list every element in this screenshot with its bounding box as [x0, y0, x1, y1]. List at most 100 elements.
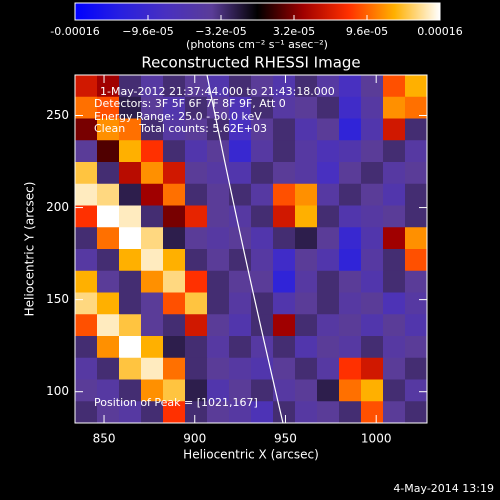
heat-cell — [361, 401, 384, 423]
heat-cell — [317, 75, 340, 98]
heat-cell — [273, 292, 296, 315]
heat-cell — [119, 75, 142, 98]
heat-cell — [405, 379, 427, 402]
heat-cell — [75, 96, 98, 119]
heat-cell — [97, 75, 120, 98]
heat-cell — [361, 357, 384, 380]
heat-cell — [207, 183, 230, 206]
timestamp: 4-May-2014 13:19 — [393, 482, 494, 495]
heat-cell — [163, 140, 186, 163]
heat-cell — [273, 140, 296, 163]
heat-cell — [185, 401, 208, 423]
heat-cell — [361, 270, 384, 293]
heat-cell — [97, 118, 120, 141]
heat-cell — [119, 270, 142, 293]
heat-cell — [163, 205, 186, 228]
heat-cell — [229, 227, 252, 250]
heat-cell — [119, 292, 142, 315]
heat-cell — [185, 118, 208, 141]
y-tick-label: 250 — [46, 108, 69, 122]
heat-cell — [339, 205, 362, 228]
heat-cell — [163, 336, 186, 359]
annotation: Detectors: 3F 5F 6F 7F 8F 9F, Att 0 — [94, 97, 286, 110]
heat-cell — [119, 401, 142, 423]
heat-cell — [119, 183, 142, 206]
heat-cell — [361, 205, 384, 228]
heat-cell — [97, 357, 120, 380]
heat-cell — [119, 205, 142, 228]
heat-cell — [383, 118, 406, 141]
heat-cell — [339, 162, 362, 185]
heat-cell — [97, 96, 120, 119]
heat-cell — [339, 357, 362, 380]
heat-cell — [229, 357, 252, 380]
heat-cell — [97, 401, 120, 423]
heat-cell — [185, 292, 208, 315]
heat-cell — [119, 96, 142, 119]
heat-cell — [185, 249, 208, 272]
heat-cell — [317, 162, 340, 185]
heat-cell — [75, 140, 98, 163]
heat-cell — [317, 140, 340, 163]
heat-cell — [339, 314, 362, 337]
heat-cell — [207, 336, 230, 359]
heat-cell — [295, 336, 318, 359]
heat-cell — [119, 249, 142, 272]
heat-cell — [361, 336, 384, 359]
heat-cell — [251, 183, 274, 206]
colorbar-tick-label: 9.6e-05 — [346, 25, 388, 38]
heat-cell — [207, 401, 230, 423]
heat-cell — [75, 75, 98, 98]
heat-cell — [251, 336, 274, 359]
heat-cell — [273, 75, 296, 98]
heat-cell — [185, 162, 208, 185]
heat-cell — [383, 183, 406, 206]
heat-cell — [405, 292, 427, 315]
colorbar-frame — [74, 2, 441, 21]
heat-cell — [251, 314, 274, 337]
heat-cell — [141, 314, 164, 337]
heat-cell — [229, 270, 252, 293]
heat-cell — [75, 314, 98, 337]
heat-cell — [295, 183, 318, 206]
heat-cell — [75, 401, 98, 423]
heat-cell — [207, 292, 230, 315]
heat-cell — [383, 336, 406, 359]
heat-cell — [185, 227, 208, 250]
heat-cell — [97, 162, 120, 185]
y-tick-label: 200 — [46, 200, 69, 214]
heat-cell — [229, 314, 252, 337]
heat-cell — [141, 205, 164, 228]
heat-cell — [251, 249, 274, 272]
heat-cell — [163, 118, 186, 141]
heat-cell — [339, 227, 362, 250]
heat-cell — [339, 75, 362, 98]
heat-cell — [119, 140, 142, 163]
heat-cell — [361, 140, 384, 163]
x-tick-label: 1000 — [361, 432, 392, 446]
heat-cell — [405, 314, 427, 337]
heat-cell — [141, 227, 164, 250]
heat-cell — [295, 162, 318, 185]
heat-cell — [141, 75, 164, 98]
heat-cell — [229, 401, 252, 423]
heat-cell — [75, 205, 98, 228]
heat-cell — [141, 270, 164, 293]
heat-cell — [295, 75, 318, 98]
colorbar — [75, 3, 440, 20]
heat-cell — [273, 227, 296, 250]
heat-cell — [229, 183, 252, 206]
heat-cell — [405, 140, 427, 163]
heat-cell — [317, 357, 340, 380]
heat-cell — [361, 96, 384, 119]
heat-cell — [405, 118, 427, 141]
heat-cell — [185, 205, 208, 228]
heat-cell — [273, 96, 296, 119]
heat-cell — [185, 270, 208, 293]
x-axis-label: Heliocentric X (arcsec) — [183, 448, 319, 462]
heat-cell — [163, 292, 186, 315]
heat-cell — [163, 162, 186, 185]
annotation: Energy Range: 25.0 - 50.0 keV — [94, 110, 262, 123]
heat-cell — [273, 401, 296, 423]
heat-cell — [383, 227, 406, 250]
